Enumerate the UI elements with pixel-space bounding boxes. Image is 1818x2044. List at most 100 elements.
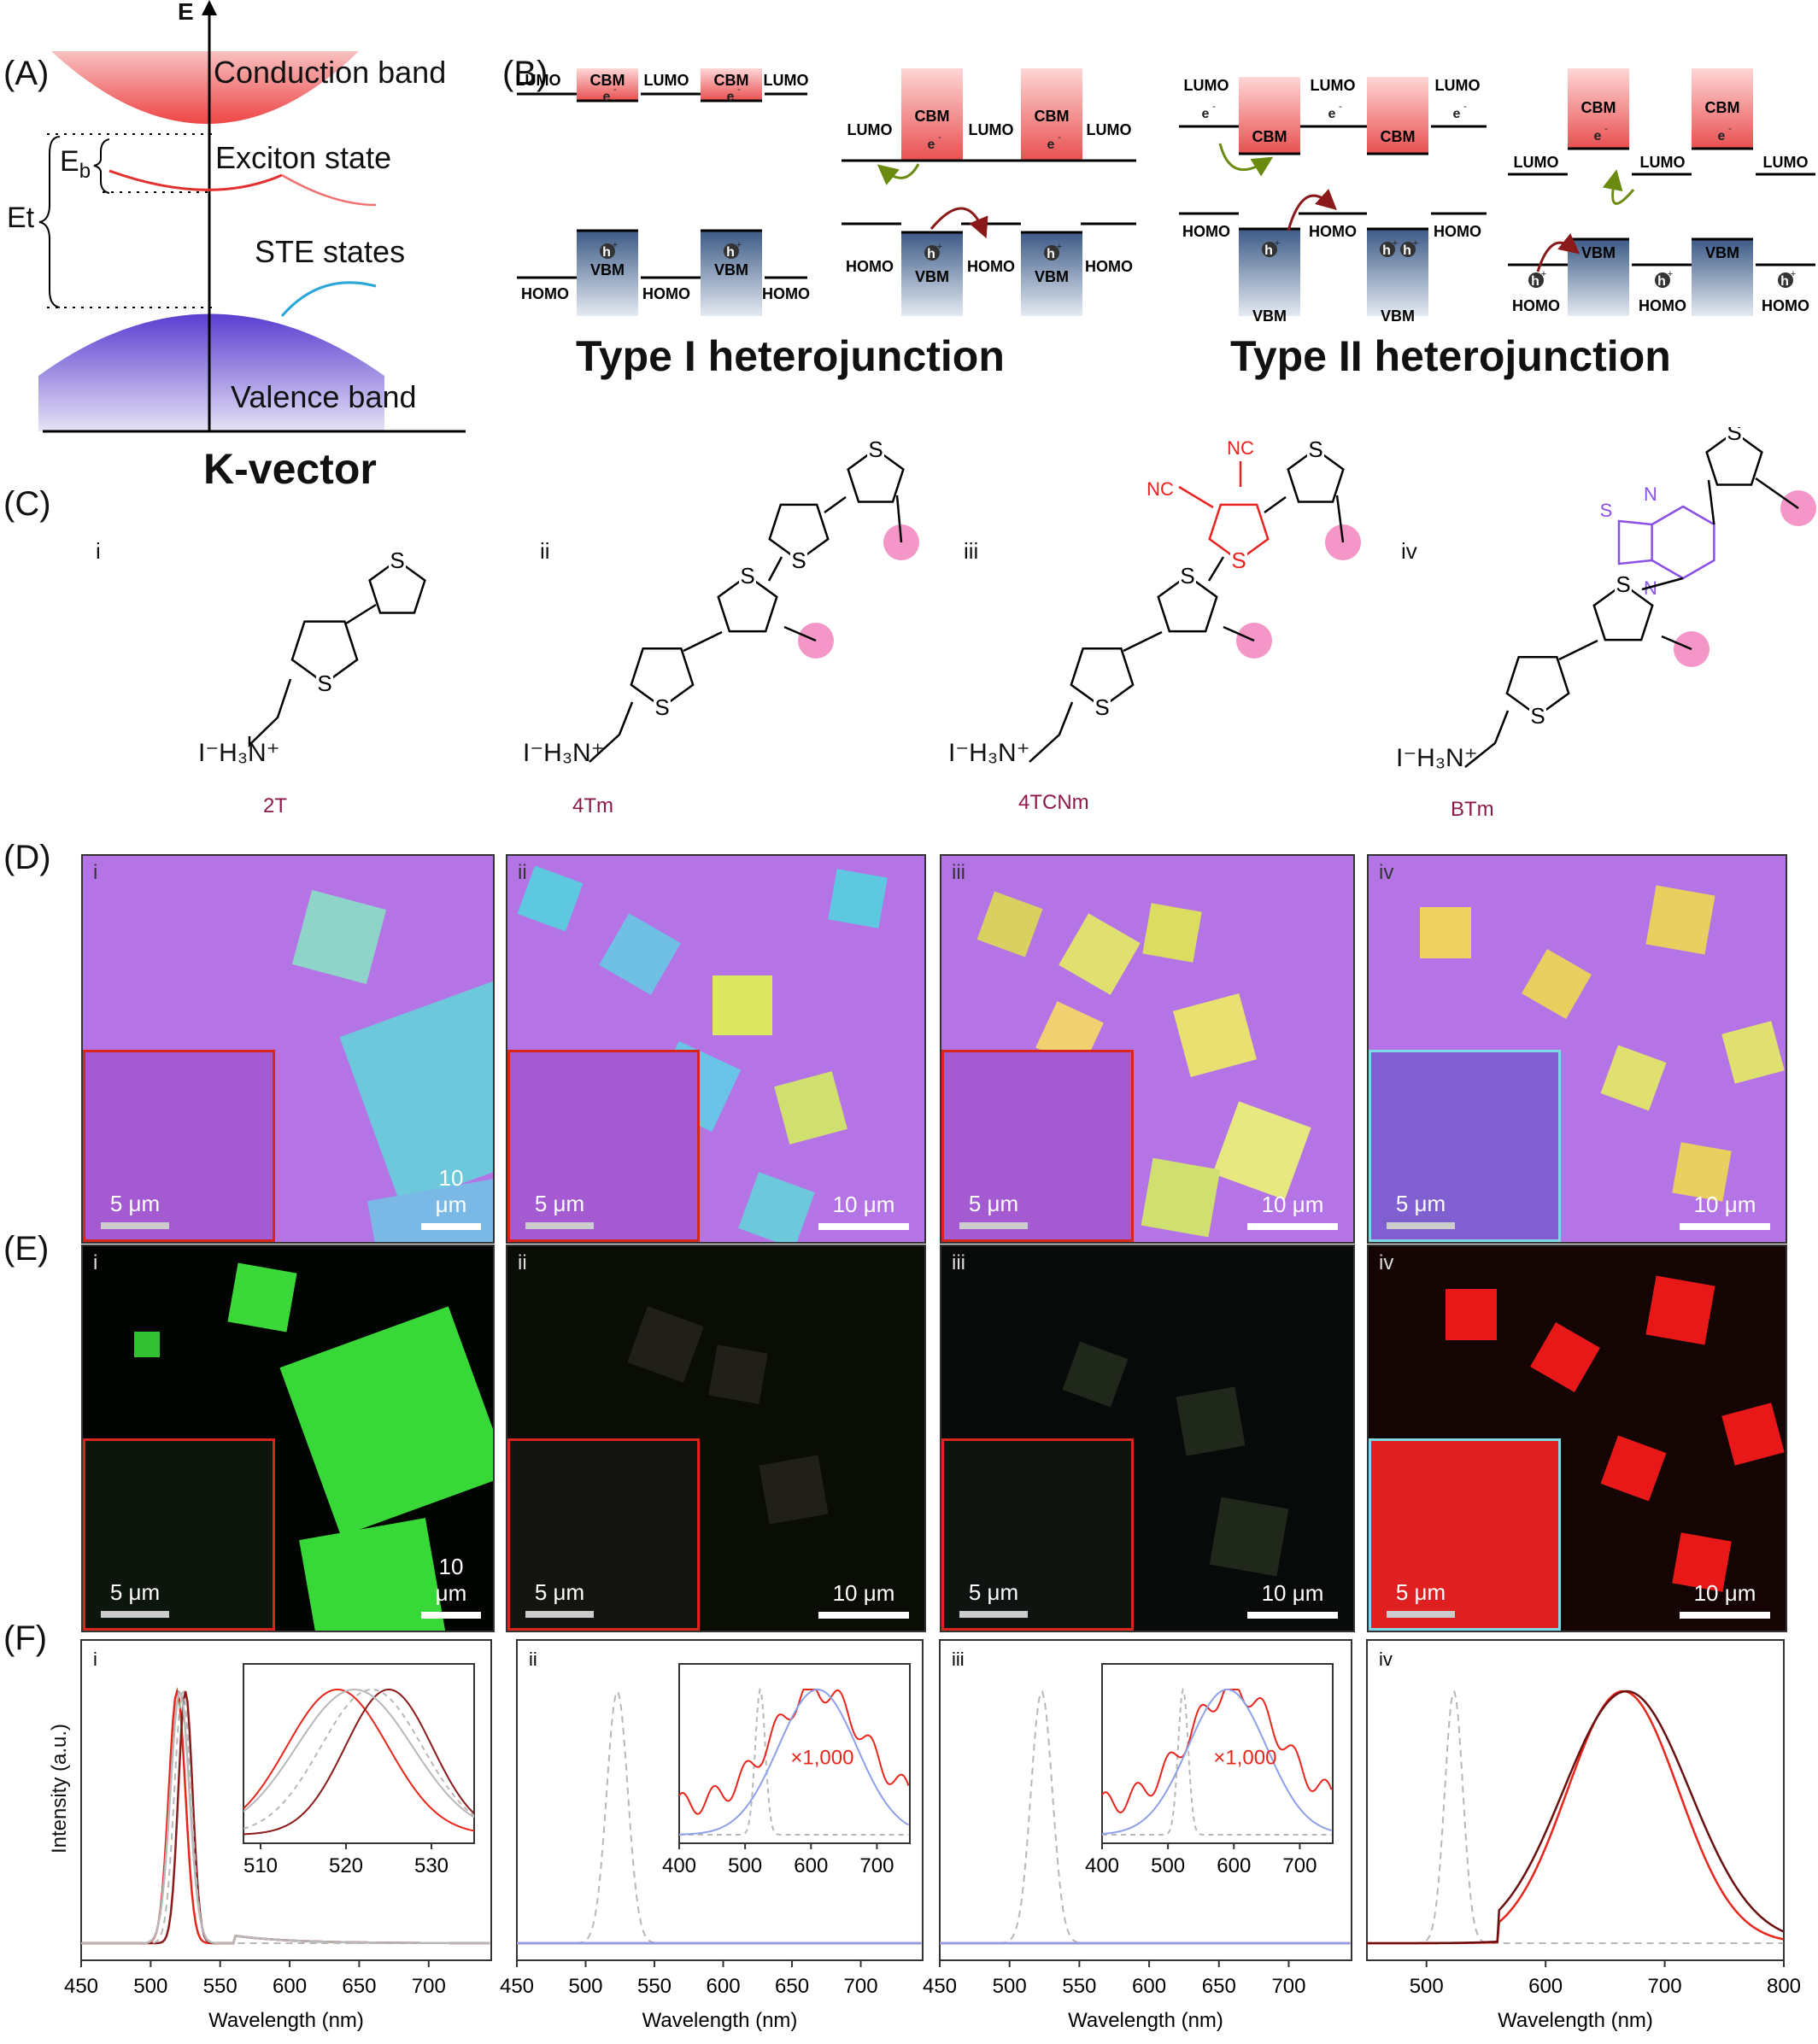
molecule-i-numeral: i	[96, 538, 101, 564]
crystal-flake	[227, 1262, 297, 1332]
hole-symbol: h	[1382, 243, 1391, 258]
micrograph-numeral: iii	[952, 861, 965, 884]
inset-scale-bar: 5 μm	[101, 1191, 169, 1229]
crystal-flake	[1530, 1322, 1600, 1392]
electron-symbol: e	[1047, 138, 1055, 152]
level-label: CBM	[915, 108, 950, 125]
charge-sign: -	[1463, 102, 1467, 112]
inset-scale-line	[1387, 1611, 1455, 1618]
series-line	[1366, 1690, 1784, 1945]
hole-symbol: h	[1531, 274, 1539, 289]
charge-sign: -	[1339, 102, 1342, 112]
crystal-flake	[708, 1344, 768, 1404]
molecule-ii-ammonium: I⁻H₃N⁺	[523, 739, 605, 767]
level-label: HOMO	[642, 285, 690, 302]
panel-b-label: (B)	[502, 55, 548, 92]
level-label: LUMO	[847, 121, 893, 138]
main-scale-label: 10 μm	[1693, 1192, 1756, 1217]
micrograph-numeral: iv	[1379, 861, 1394, 884]
level-label: LUMO	[516, 72, 561, 89]
crystal-flake	[367, 1179, 493, 1242]
crystal-flake	[1721, 1021, 1785, 1084]
level-label: LUMO	[1763, 154, 1809, 171]
level-label: CBM	[1705, 99, 1740, 116]
methyl-bond	[895, 495, 903, 543]
inset-series-line	[243, 1689, 475, 1836]
micrograph-numeral: ii	[518, 1251, 527, 1274]
electron-symbol: e	[727, 90, 735, 104]
sulfur-atom: S	[1180, 563, 1194, 589]
thiophene-ring	[1505, 656, 1570, 717]
crystal-flake	[1600, 1435, 1667, 1502]
crystal-flake	[627, 1306, 704, 1383]
inset-scale-label: 5 μm	[968, 1191, 1019, 1216]
main-scale-label: 10 μm	[435, 1165, 467, 1217]
crystal-flake	[517, 865, 584, 932]
inset-tick-label: 530	[414, 1854, 449, 1877]
crystal-flake	[299, 1518, 448, 1631]
sulfur-atom: S	[1308, 436, 1322, 462]
methyl-bond	[1223, 625, 1255, 642]
molecule-ii-name: 4Tm	[572, 794, 613, 817]
plot-frame	[80, 1639, 492, 1961]
x-tick-label: 450	[500, 1975, 534, 1998]
inset-scale-bar: 5 μm	[1387, 1191, 1455, 1229]
inset-tick-label: 400	[662, 1854, 696, 1877]
x-tick-label: 500	[568, 1975, 602, 1998]
methyl-bond	[1661, 635, 1692, 651]
main-scale-line	[1247, 1223, 1338, 1230]
level-label: HOMO	[1639, 297, 1686, 314]
molecule-2t: SS	[248, 548, 426, 747]
inset-tick-label: 500	[728, 1854, 762, 1877]
crystal-flake	[1176, 1386, 1246, 1456]
ring-bond	[1641, 577, 1684, 591]
hole-icon	[1528, 272, 1544, 288]
conduction-band-label: Conduction band	[214, 55, 447, 90]
crystal-flake	[1522, 949, 1592, 1019]
crystal-flake	[1209, 1496, 1289, 1577]
hole-symbol: h	[1657, 274, 1666, 289]
paneld-micrograph-ii: ii 5 μm 10 μm	[506, 854, 926, 1244]
multiplier-label: ×1,000	[1213, 1747, 1276, 1770]
x-tick-label: 700	[1271, 1975, 1305, 1998]
main-scale-label: 10 μm	[1693, 1580, 1756, 1606]
crystal-flake	[279, 1306, 493, 1537]
multiplier-label: ×1,000	[790, 1747, 853, 1770]
molecule-i-ammonium: I⁻H₃N⁺	[198, 739, 280, 767]
thiophene-ring	[368, 559, 426, 614]
inset-scale-line	[101, 1222, 169, 1229]
sulfur-atom: S	[654, 694, 669, 720]
nitrile-group: NC	[1227, 437, 1254, 459]
thiophene-ring	[1157, 574, 1218, 633]
level-label: LUMO	[644, 72, 689, 89]
plot-numeral: ii	[529, 1649, 537, 1670]
molecule-iv-numeral: iv	[1401, 538, 1417, 564]
inset-scale-bar: 5 μm	[525, 1191, 594, 1229]
main-scale-bar: 10 μm	[421, 1165, 481, 1230]
inset-series-line	[1101, 1689, 1333, 1813]
electron-symbol: e	[1594, 129, 1602, 143]
main-scale-bar: 10 μm	[1247, 1192, 1338, 1230]
panel-f-spectra: 450 500 550 600 650 700 Wavelength (nm) i 510 520…	[64, 1639, 1801, 2032]
sulfur-atom: S	[1727, 427, 1741, 445]
micrograph-flakes	[1446, 1275, 1785, 1592]
thiophene-ring	[768, 503, 830, 562]
micrograph-flakes	[1062, 1341, 1289, 1577]
cbm-block	[1367, 77, 1428, 154]
cbm-block	[1568, 68, 1629, 149]
plot-frame	[1366, 1639, 1785, 1961]
level-label: CBM	[714, 72, 749, 89]
molecule-4tcnm: S S S S NC NC	[1029, 436, 1361, 763]
crystal-flake	[1420, 907, 1471, 958]
micrograph-flakes	[1420, 885, 1785, 1202]
sulfur-atom: S	[1530, 703, 1545, 729]
inset-scale-bar: 5 μm	[1387, 1579, 1455, 1618]
inset-scale-bar: 5 μm	[959, 1191, 1028, 1229]
e-axis-label: E	[178, 0, 194, 25]
level-label: VBM	[1381, 307, 1415, 325]
cbm-block	[1021, 68, 1082, 161]
hole-transfer-arrow	[1536, 233, 1580, 272]
level-label: CBM	[1252, 128, 1287, 145]
vbm-block	[1692, 239, 1753, 316]
